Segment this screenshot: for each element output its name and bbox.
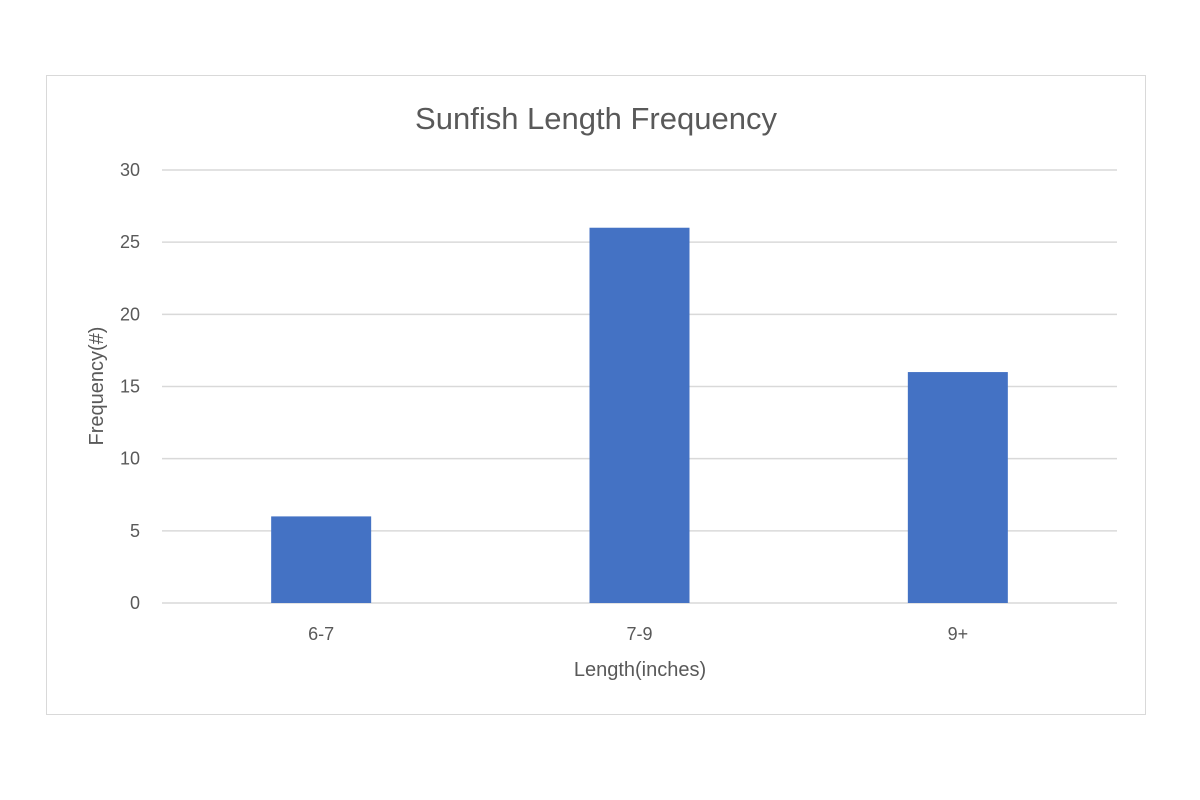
bar-7-9 bbox=[589, 227, 690, 603]
bar-6-7 bbox=[271, 516, 372, 603]
x-tick-label: 6-7 bbox=[308, 624, 334, 644]
bars bbox=[271, 227, 1008, 603]
y-tick-label: 0 bbox=[130, 593, 140, 613]
x-tick-label: 7-9 bbox=[626, 624, 652, 644]
y-tick-label: 5 bbox=[130, 521, 140, 541]
y-tick-label: 10 bbox=[120, 449, 140, 469]
x-tick-label: 9+ bbox=[948, 624, 969, 644]
y-axis-title: Frequency(#) bbox=[86, 327, 108, 446]
y-tick-label: 15 bbox=[120, 377, 140, 397]
x-tick-labels: 6-7 7-9 9+ bbox=[308, 624, 968, 644]
chart-title: Sunfish Length Frequency bbox=[415, 101, 777, 136]
y-tick-label: 20 bbox=[120, 304, 140, 324]
y-tick-label: 25 bbox=[120, 232, 140, 252]
y-tick-labels: 0 5 10 15 20 25 30 bbox=[120, 160, 140, 613]
bar-9+ bbox=[907, 372, 1008, 603]
x-axis-title: Length(inches) bbox=[574, 659, 706, 681]
y-tick-label: 30 bbox=[120, 160, 140, 180]
